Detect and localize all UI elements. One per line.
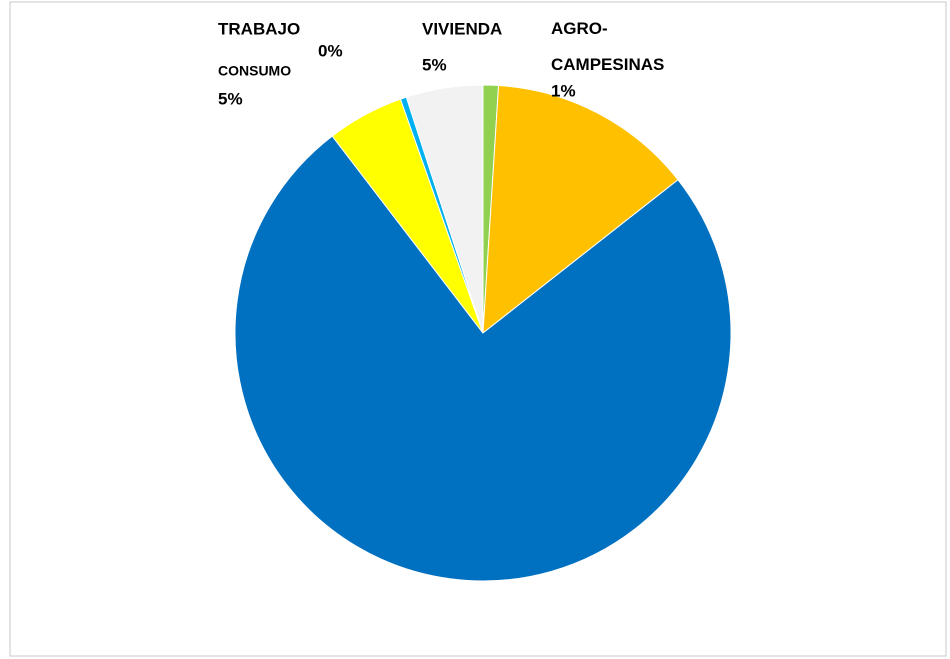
slice-value-label: 5%	[422, 55, 447, 74]
slice-label: AGRO-CAMPESINAS	[551, 19, 664, 74]
slice-value-label: 5%	[218, 89, 243, 108]
pie-slice	[482, 84, 679, 335]
pie-slice	[234, 135, 732, 582]
slice-label: VIVIENDA	[422, 19, 502, 38]
slice-value-label: 0%	[318, 41, 343, 60]
pie-slice	[405, 84, 484, 334]
slice-label: TRABAJO	[218, 19, 300, 38]
slice-label: CONSUMO	[218, 63, 291, 79]
chart-frame	[9, 1, 947, 657]
slice-value-label: 1%	[551, 81, 576, 100]
